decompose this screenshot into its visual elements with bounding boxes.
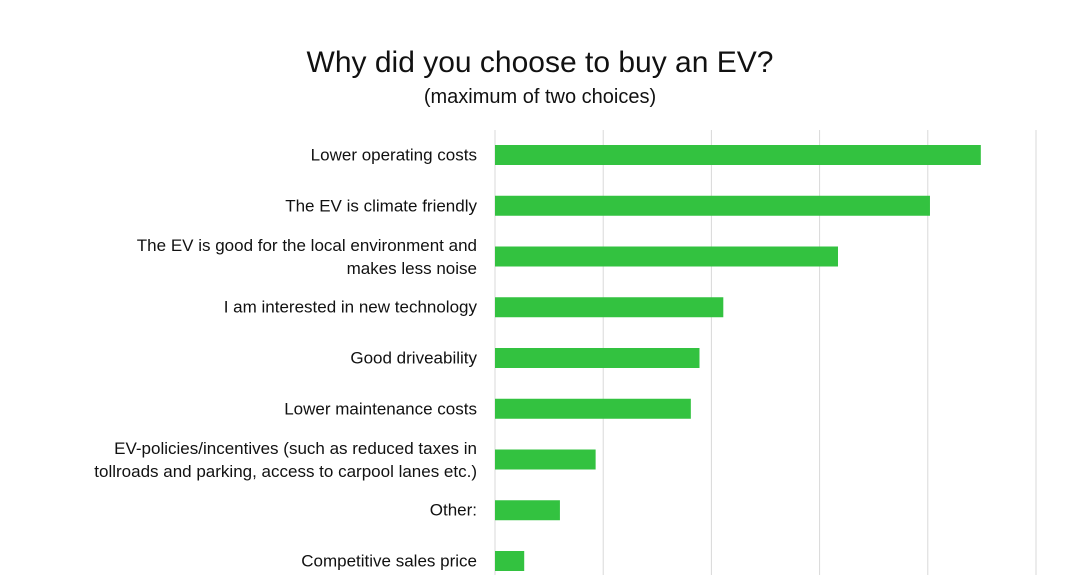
bar	[495, 348, 700, 368]
chart-title: Why did you choose to buy an EV?	[306, 46, 774, 79]
bar	[495, 551, 525, 571]
bar	[495, 398, 691, 419]
category-label: Other:	[429, 500, 477, 520]
bar	[495, 449, 596, 470]
category-label: The EV is climate friendly	[285, 196, 477, 216]
bar	[495, 246, 838, 267]
bar	[495, 500, 560, 521]
category-label: Good driveability	[350, 348, 477, 368]
category-label: Lower maintenance costs	[284, 399, 477, 419]
bar	[495, 297, 724, 318]
bar	[495, 195, 930, 216]
category-label: The EV is good for the local environment…	[136, 235, 477, 278]
bar	[495, 145, 981, 165]
category-label: EV-policies/incentives (such as reduced …	[94, 438, 477, 481]
category-label: Competitive sales price	[301, 551, 477, 571]
chart-subtitle: (maximum of two choices)	[423, 86, 657, 108]
category-label: I am interested in new technology	[223, 297, 477, 317]
category-label: Lower operating costs	[310, 145, 477, 165]
